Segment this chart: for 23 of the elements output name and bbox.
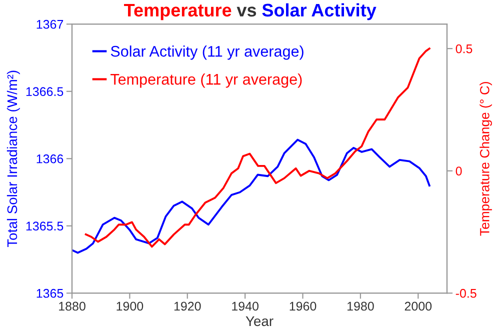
- y-tick-label: 1366.5: [26, 87, 64, 96]
- x-tick-label: 1940: [232, 302, 258, 311]
- x-tick-label: 1980: [348, 302, 374, 311]
- y2-tick-label: -0.5: [456, 288, 476, 298]
- line-series: [84, 48, 430, 248]
- x-tick-label: 1920: [174, 302, 201, 311]
- y-tick-label: 1365: [36, 288, 64, 298]
- x-tick-label: 1960: [290, 302, 316, 311]
- x-tick-label: 2000: [404, 302, 432, 311]
- x-tick-label: 1900: [116, 302, 144, 311]
- x-axis-title: Year: [246, 316, 274, 326]
- chart-title: Temperature vs Solar Activity: [124, 3, 376, 20]
- y-tick-label: 1366: [36, 154, 64, 164]
- legend-label: Temperature (11 yr average): [110, 74, 302, 88]
- x-tick-label: 1880: [59, 302, 86, 311]
- legend-label: Solar Activity (11 yr average): [110, 46, 304, 60]
- y2-tick-label: 0.5: [456, 44, 472, 54]
- line-series: [72, 138, 430, 254]
- y-axis-title: Total Solar Irradiance (W/m²): [6, 70, 20, 248]
- y2-tick-label: 0: [456, 166, 462, 176]
- y2-axis-title: Temperature Change (° C): [480, 82, 492, 236]
- y-tick-label: 1367: [36, 20, 64, 29]
- y-tick-label: 1365.5: [26, 222, 64, 231]
